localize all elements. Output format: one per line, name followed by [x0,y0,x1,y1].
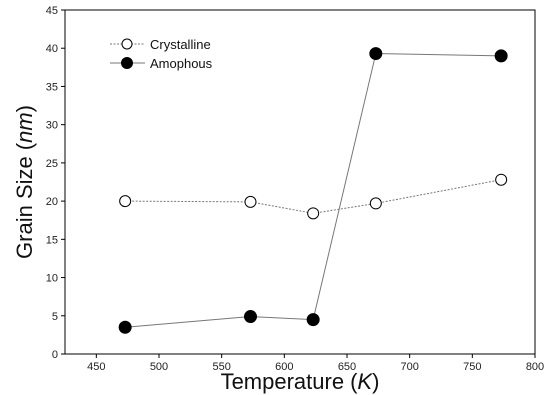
y-axis-title-open: ( [12,142,37,150]
data-point-crystalline [495,173,508,186]
legend-marker-amophous [121,57,133,69]
x-axis-title: Temperature (K) [221,369,380,394]
x-tick-label: 550 [212,361,230,373]
data-point-crystalline [307,207,320,220]
legend-item-amophous: Amophous [110,56,213,71]
y-tick-label: 35 [46,81,58,93]
x-tick-label: 750 [463,361,481,373]
legend: Crystalline Amophous [110,37,213,71]
x-tick-label: 650 [338,361,356,373]
y-tick-label: 45 [46,5,58,17]
y-tick-label: 10 [46,273,58,285]
x-axis-title-unit: K [357,369,373,394]
x-tick-label: 500 [150,361,168,373]
data-point-crystalline [244,195,257,208]
data-point-amophous [306,313,320,327]
plot-frame [64,9,536,355]
data-point-amophous [243,310,257,324]
y-axis-title-close: ) [12,105,37,112]
y-tick-label: 20 [46,196,58,208]
data-point-amophous [369,47,383,61]
y-tick-label: 30 [46,120,58,132]
x-tick-label: 600 [275,361,293,373]
y-tick-label: 5 [52,311,58,323]
y-tick-label: 0 [52,349,58,361]
data-point-amophous [494,49,508,63]
x-axis-title-close: ) [372,369,379,394]
legend-label-amophous: Amophous [150,56,213,71]
x-tick-label: 450 [87,361,105,373]
y-axis-title: Grain Size (nm) [12,105,37,259]
y-tick-label: 15 [46,234,58,246]
legend-item-crystalline: Crystalline [110,37,211,52]
x-tick-label: 800 [526,361,544,373]
x-tick-label: 700 [400,361,418,373]
legend-marker-crystalline [121,38,133,50]
y-axis-title-main: Grain Size [12,156,37,259]
series-layer [118,47,508,334]
y-axis-title-unit: nm [12,112,37,143]
x-axis-title-main: Temperature [221,369,345,394]
ticks-layer: 450 500 550 600 650 700 750 800 0 5 10 15 20 25 30 35 40… [46,5,544,373]
data-point-amophous [118,320,132,334]
y-tick-label: 25 [46,158,58,170]
legend-label-crystalline: Crystalline [150,37,211,52]
data-point-crystalline [119,195,132,208]
y-tick-label: 40 [46,43,58,55]
data-point-crystalline [369,197,382,210]
x-axis-title-open: ( [350,369,358,394]
